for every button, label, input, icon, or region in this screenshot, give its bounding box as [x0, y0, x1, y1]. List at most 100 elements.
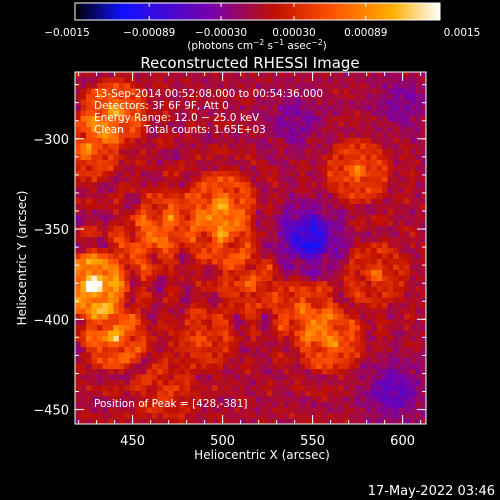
- heatmap-cell: [283, 143, 290, 150]
- heatmap-cell: [129, 286, 136, 293]
- heatmap-cell: [420, 132, 427, 139]
- heatmap-cell: [310, 171, 317, 177]
- heatmap-cell: [206, 402, 213, 408]
- heatmap-cell: [85, 220, 92, 227]
- heatmap-cell: [223, 88, 229, 95]
- heatmap-cell: [124, 127, 131, 133]
- heatmap-cell: [168, 253, 175, 260]
- footer-timestamp: 17-May-2022 03:46: [368, 484, 495, 499]
- heatmap-cell: [124, 215, 131, 221]
- heatmap-cell: [349, 198, 356, 205]
- heatmap-cell: [272, 396, 279, 403]
- heatmap-cell: [80, 275, 87, 282]
- heatmap-cell: [245, 231, 251, 238]
- heatmap-cell: [288, 193, 295, 199]
- heatmap-cell: [393, 154, 399, 161]
- heatmap-cell: [168, 297, 175, 304]
- heatmap-cell: [206, 248, 213, 254]
- heatmap-cell: [96, 319, 103, 326]
- heatmap-cell: [327, 143, 334, 150]
- heatmap-cell: [294, 132, 301, 139]
- heatmap-cell: [266, 253, 273, 260]
- heatmap-cell: [151, 193, 158, 199]
- heatmap-cell: [135, 341, 142, 348]
- heatmap-cell: [107, 407, 114, 414]
- heatmap-cell: [184, 248, 191, 254]
- heatmap-cell: [393, 347, 399, 353]
- heatmap-cell: [393, 105, 399, 111]
- heatmap-cell: [283, 226, 290, 232]
- heatmap-cell: [250, 314, 257, 320]
- heatmap-cell: [206, 242, 213, 249]
- heatmap-cell: [212, 418, 218, 425]
- heatmap-cell: [288, 341, 295, 348]
- heatmap-cell: [393, 407, 399, 414]
- heatmap-cell: [305, 281, 312, 287]
- heatmap-cell: [96, 160, 103, 166]
- heatmap-cell: [420, 116, 427, 122]
- heatmap-cell: [107, 154, 114, 161]
- heatmap-cell: [305, 242, 312, 249]
- heatmap-cell: [376, 99, 383, 106]
- heatmap-cell: [283, 358, 290, 364]
- heatmap-cell: [179, 259, 186, 265]
- heatmap-cell: [91, 314, 98, 320]
- heatmap-cell: [371, 127, 378, 133]
- heatmap-cell: [184, 286, 191, 293]
- heatmap-cell: [321, 248, 328, 254]
- heatmap-cell: [102, 286, 109, 293]
- heatmap-cell: [190, 154, 197, 161]
- heatmap-cell: [96, 330, 103, 337]
- heatmap-cell: [162, 369, 169, 375]
- heatmap-cell: [387, 132, 394, 139]
- heatmap-cell: [305, 292, 312, 298]
- heatmap-cell: [283, 292, 290, 298]
- heatmap-cell: [146, 127, 153, 133]
- heatmap-cell: [135, 242, 142, 249]
- heatmap-cell: [415, 347, 421, 353]
- heatmap-cell: [91, 358, 98, 364]
- heatmap-cell: [294, 154, 301, 161]
- heatmap-cell: [338, 72, 345, 78]
- heatmap-cell: [283, 116, 290, 122]
- heatmap-cell: [118, 132, 125, 139]
- heatmap-cell: [228, 330, 235, 337]
- heatmap-cell: [212, 215, 218, 221]
- heatmap-cell: [212, 116, 218, 122]
- heatmap-cell: [316, 363, 323, 370]
- heatmap-cell: [113, 187, 120, 194]
- heatmap-cell: [179, 160, 186, 166]
- heatmap-cell: [305, 314, 312, 320]
- heatmap-cell: [129, 308, 136, 315]
- heatmap-cell: [250, 297, 257, 304]
- heatmap-cell: [140, 94, 147, 100]
- heatmap-cell: [310, 363, 317, 370]
- heatmap-cell: [398, 226, 405, 232]
- heatmap-cell: [96, 110, 103, 117]
- heatmap-cell: [272, 303, 279, 309]
- heatmap-cell: [140, 242, 147, 249]
- heatmap-cell: [305, 325, 312, 331]
- heatmap-cell: [206, 396, 213, 403]
- heatmap-cell: [327, 127, 334, 133]
- heatmap-cell: [321, 380, 328, 386]
- heatmap-cell: [223, 237, 229, 243]
- heatmap-cell: [305, 154, 312, 161]
- heatmap-cell: [371, 143, 378, 150]
- heatmap-cell: [124, 292, 131, 298]
- heatmap-cell: [107, 204, 114, 210]
- heatmap-cell: [201, 281, 208, 287]
- heatmap-cell: [217, 182, 224, 188]
- heatmap-cell: [118, 176, 125, 183]
- heatmap-cell: [376, 83, 383, 89]
- heatmap-cell: [173, 402, 180, 408]
- heatmap-cell: [184, 99, 191, 106]
- heatmap-cell: [409, 88, 416, 95]
- heatmap-cell: [140, 220, 147, 227]
- heatmap-cell: [239, 380, 246, 386]
- heatmap-cell: [409, 242, 416, 249]
- heatmap-cell: [217, 215, 224, 221]
- heatmap-cell: [129, 275, 136, 282]
- heatmap-cell: [201, 385, 208, 392]
- heatmap-cell: [85, 105, 92, 111]
